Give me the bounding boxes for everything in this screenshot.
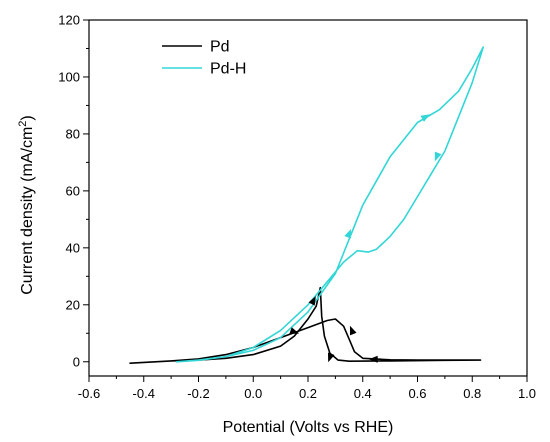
y-tick-label: 120 xyxy=(58,13,80,28)
y-axis-title: Current density (mA/cm2) xyxy=(17,115,36,295)
plot-frame xyxy=(88,19,528,377)
y-axis-title-main: Current density (mA/cm xyxy=(19,127,36,295)
y-tick-label: 80 xyxy=(66,126,80,141)
direction-arrow xyxy=(434,151,442,162)
series-layer xyxy=(129,46,484,364)
y-tick-label: 100 xyxy=(58,69,80,84)
y-tick-label: 40 xyxy=(66,240,80,255)
arrowhead xyxy=(349,325,357,336)
series-line-pd xyxy=(129,286,482,364)
arrowhead xyxy=(289,327,299,334)
arrowhead xyxy=(327,352,335,363)
direction-arrow xyxy=(349,325,357,336)
y-tick-label: 20 xyxy=(66,297,80,312)
x-tick-label: 0.0 xyxy=(244,386,262,401)
x-tick-label: -0.6 xyxy=(78,386,100,401)
direction-arrow xyxy=(420,114,431,122)
arrowhead xyxy=(434,151,442,162)
legend-label: Pd xyxy=(210,39,230,56)
legend-label: Pd-H xyxy=(210,61,246,78)
direction-arrow xyxy=(327,352,335,363)
direction-arrow xyxy=(344,228,351,239)
x-tick-label: 1.0 xyxy=(518,386,536,401)
series-line-pd-h xyxy=(175,46,484,363)
axes: -0.6 -0.4 -0.2 0.0 0.2 0.4 0.6 0.8 1.0 0 20 40 60 80 1… xyxy=(58,13,536,402)
y-tick-label: 0 xyxy=(73,354,80,369)
x-tick-label: 0.8 xyxy=(463,386,481,401)
x-tick-label: -0.4 xyxy=(133,386,155,401)
arrowhead xyxy=(308,296,316,306)
direction-arrow xyxy=(289,327,299,334)
x-axis-title: Potential (Volts vs RHE) xyxy=(223,419,394,436)
x-tick-label: 0.4 xyxy=(354,386,372,401)
x-tick-label: 0.6 xyxy=(408,386,426,401)
arrowhead xyxy=(368,355,378,363)
legend: Pd Pd-H xyxy=(162,39,246,78)
x-tick-label: 0.2 xyxy=(299,386,317,401)
direction-arrow xyxy=(308,296,316,306)
x-tick-label: -0.2 xyxy=(187,386,209,401)
y-axis-title-close: ) xyxy=(19,115,36,120)
y-axis-title-sup: 2 xyxy=(17,121,29,127)
arrowhead xyxy=(344,228,351,239)
direction-arrow xyxy=(368,355,378,363)
arrowhead xyxy=(420,114,431,122)
y-tick-label: 60 xyxy=(66,183,80,198)
